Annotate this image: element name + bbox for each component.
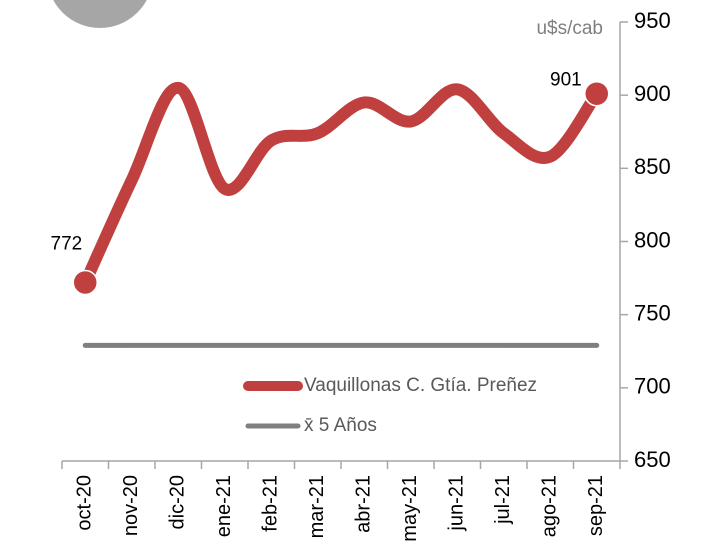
y-tick-label: 850 bbox=[634, 154, 671, 179]
y-tick-label: 900 bbox=[634, 81, 671, 106]
data-label: 772 bbox=[51, 233, 83, 254]
x-tick-label: ene-21 bbox=[213, 475, 235, 537]
x-tick-label: mar-21 bbox=[306, 475, 328, 538]
x-tick-label: nov-20 bbox=[120, 475, 142, 536]
series-line bbox=[79, 81, 603, 289]
y-tick-label: 750 bbox=[634, 300, 671, 325]
x-tick-label: may-21 bbox=[399, 475, 421, 542]
x-tick-label: jun-21 bbox=[446, 475, 468, 532]
x-tick-label: dic-20 bbox=[167, 475, 189, 529]
y-tick-label: 700 bbox=[634, 374, 671, 399]
data-label: 901 bbox=[550, 70, 582, 91]
end-marker bbox=[584, 80, 610, 107]
unit-label: u$s/cab bbox=[536, 18, 603, 39]
decoration bbox=[48, 0, 152, 32]
legend-label: x̄ 5 Años bbox=[304, 415, 377, 436]
x-tick-label: jul-21 bbox=[492, 475, 514, 525]
x-tick-label: oct-20 bbox=[74, 475, 96, 531]
y-tick-label: 800 bbox=[634, 227, 671, 252]
x-tick-label: sep-21 bbox=[585, 475, 607, 536]
x-tick-label: ago-21 bbox=[539, 475, 561, 537]
x-tick-label: abr-21 bbox=[353, 475, 375, 533]
legend-label: Vaquillonas C. Gtía. Preñez bbox=[304, 375, 537, 396]
y-tick-label: 650 bbox=[634, 447, 671, 472]
end-marker bbox=[72, 269, 98, 296]
y-tick-label: 950 bbox=[634, 8, 671, 33]
x-tick-label: feb-21 bbox=[260, 475, 282, 532]
